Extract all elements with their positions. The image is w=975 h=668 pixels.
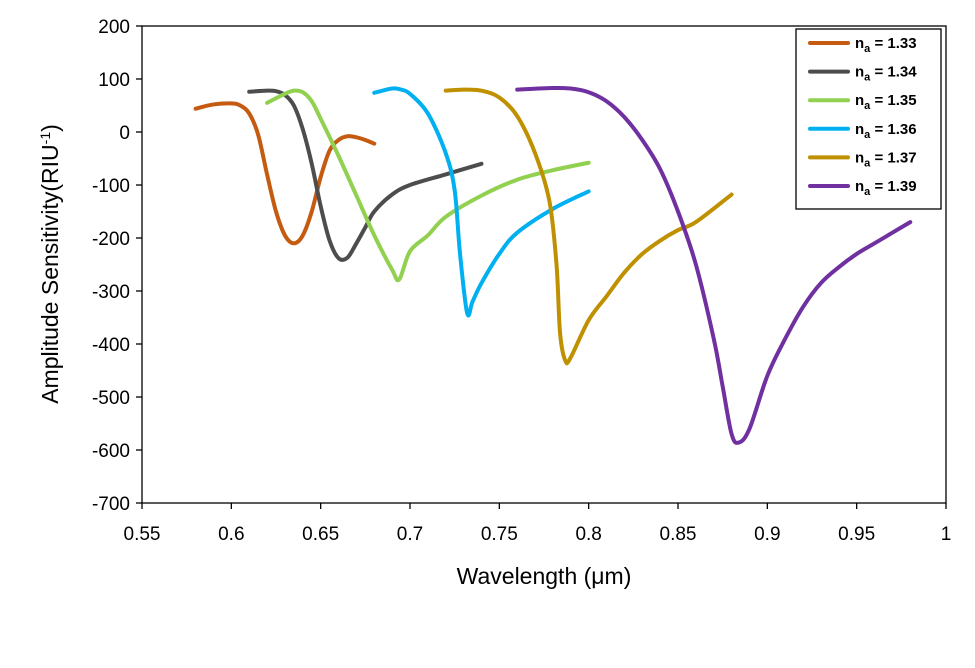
legend-label-value: = 1.39 <box>870 178 916 195</box>
y-tick-label: -300 <box>92 282 130 303</box>
y-tick-label: -100 <box>92 176 130 197</box>
legend-box <box>795 28 942 210</box>
y-axis-ticks: 200 100 0 -100 -200 -300 -400 -500 -600 -700 <box>92 17 142 515</box>
x-tick-label: 0.95 <box>838 524 875 545</box>
legend-label-base: n <box>855 178 864 195</box>
y-axis-title-superscript: -1 <box>37 132 53 145</box>
legend-label-subscript: a <box>864 129 871 141</box>
series-lines <box>193 85 913 445</box>
x-axis-ticks: 0.55 0.6 0.65 0.7 0.75 0.8 0.85 0.9 0.95 1 <box>124 503 952 545</box>
y-tick-label: 100 <box>98 70 130 91</box>
y-tick-label: -200 <box>92 229 130 250</box>
y-tick-label: -700 <box>92 494 130 515</box>
y-tick-label: 200 <box>98 17 130 38</box>
series-line-135 <box>265 88 591 283</box>
legend-label-base: n <box>855 92 864 109</box>
x-tick-label: 0.9 <box>754 524 780 545</box>
legend-label-base: n <box>855 64 864 81</box>
legend-label: na = 1.39 <box>855 178 917 198</box>
y-tick-label: -600 <box>92 441 130 462</box>
legend-label: na = 1.34 <box>855 64 917 84</box>
y-axis-title-main: Amplitude Sensitivity(RIU <box>37 144 63 403</box>
legend-label-value: = 1.35 <box>870 92 916 109</box>
legend-label-value: = 1.34 <box>870 64 917 81</box>
legend-label-subscript: a <box>864 43 871 55</box>
y-tick-label: 0 <box>119 123 130 144</box>
legend-label-value: = 1.36 <box>870 121 916 138</box>
x-tick-label: 0.75 <box>481 524 518 545</box>
legend-label-subscript: a <box>864 157 871 169</box>
series-line-139 <box>515 85 913 445</box>
x-tick-label: 0.6 <box>218 524 244 545</box>
legend-label-subscript: a <box>864 100 871 112</box>
legend-label: na = 1.35 <box>855 92 917 112</box>
y-axis-title: Amplitude Sensitivity(RIU-1) <box>37 124 63 404</box>
series-line-133 <box>193 101 377 246</box>
x-tick-label: 0.7 <box>397 524 423 545</box>
legend-label-base: n <box>855 35 864 52</box>
series-line-137 <box>443 87 734 366</box>
x-tick-label: 0.65 <box>302 524 339 545</box>
legend-label-value: = 1.33 <box>870 35 916 52</box>
legend-label-subscript: a <box>864 72 871 84</box>
x-tick-label: 1 <box>941 524 952 545</box>
plot-area <box>141 25 947 504</box>
legend-label: na = 1.36 <box>855 121 917 141</box>
legend-label-base: n <box>855 149 864 166</box>
x-axis-title: Wavelength (μm) <box>457 563 632 589</box>
y-axis-title-end: ) <box>37 124 63 132</box>
series-line-136 <box>372 86 591 318</box>
legend-label-value: = 1.37 <box>870 149 916 166</box>
legend-label: na = 1.37 <box>855 149 917 169</box>
x-tick-label: 0.8 <box>575 524 601 545</box>
x-tick-label: 0.85 <box>660 524 697 545</box>
legend-label-subscript: a <box>864 186 871 198</box>
y-tick-label: -500 <box>92 388 130 409</box>
legend-label-base: n <box>855 121 864 138</box>
x-tick-label: 0.55 <box>124 524 161 545</box>
y-tick-label: -400 <box>92 335 130 356</box>
legend-label: na = 1.33 <box>855 35 917 55</box>
